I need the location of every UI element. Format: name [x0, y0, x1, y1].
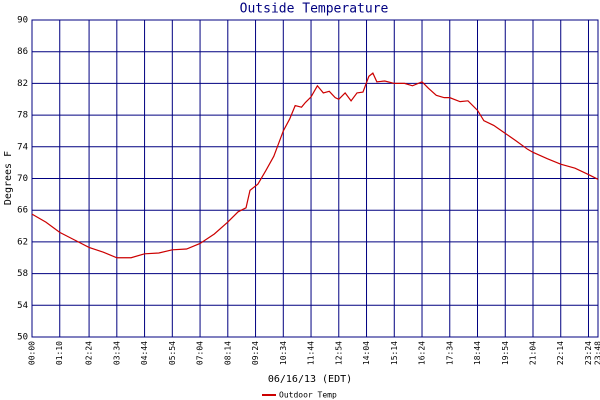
y-tick-label: 82: [17, 79, 28, 89]
x-tick-label: 05:54: [168, 341, 177, 365]
y-tick-label: 58: [17, 269, 28, 279]
x-tick-label: 12:54: [334, 341, 343, 365]
x-axis-label: 06/16/13 (EDT): [268, 374, 352, 385]
legend-label: Outdoor Temp: [279, 391, 337, 400]
y-tick-label: 90: [17, 16, 28, 26]
x-tick-label: 08:14: [223, 341, 232, 365]
y-tick-label: 78: [17, 111, 28, 121]
x-tick-label: 22:14: [556, 341, 565, 365]
x-tick-label: 10:34: [279, 341, 288, 365]
x-tick-label: 07:04: [196, 341, 205, 365]
x-tick-label: 16:24: [418, 341, 427, 365]
data-line: [31, 72, 599, 259]
chart-title: Outside Temperature: [240, 2, 389, 17]
x-tick-label: 18:44: [473, 341, 482, 365]
x-tick-label: 14:04: [362, 341, 371, 365]
x-tick-label: 15:14: [390, 341, 399, 365]
x-tick-label: 19:54: [501, 341, 510, 365]
x-tick-label: 01:10: [55, 341, 64, 365]
plot-border: [31, 19, 599, 338]
y-tick-label: 54: [17, 301, 28, 311]
x-tick-label: 04:44: [140, 341, 149, 365]
y-tick-label: 70: [17, 174, 28, 184]
x-tick-label: 23:24: [584, 341, 593, 365]
y-tick-label: 62: [17, 237, 28, 247]
x-tick-label: 03:34: [112, 341, 121, 365]
x-tick-label: 17:34: [445, 341, 454, 365]
x-tick-label: 00:00: [28, 341, 37, 365]
y-tick-label: 74: [17, 142, 28, 152]
x-tick-label: 11:44: [307, 341, 316, 365]
x-tick-label: 21:04: [528, 341, 537, 365]
y-tick-label: 86: [17, 47, 28, 57]
x-tick-label: 02:24: [85, 341, 94, 365]
y-tick-label: 50: [17, 333, 28, 343]
x-tick-label: 23:48: [594, 341, 600, 365]
y-tick-label: 66: [17, 206, 28, 216]
x-tick-label: 09:24: [251, 341, 260, 365]
y-axis-label: Degrees F: [3, 151, 14, 205]
